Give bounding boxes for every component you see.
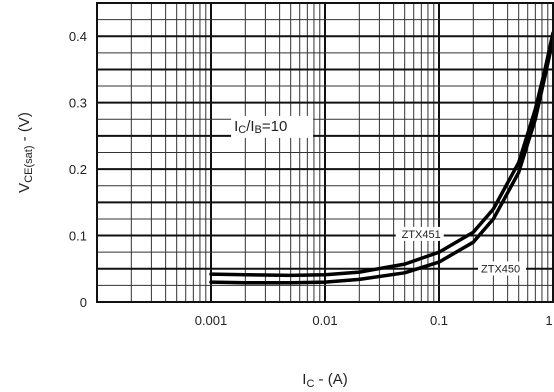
y-axis-label-unit: - (V) — [16, 112, 33, 145]
y-tick-label: 0.2 — [69, 162, 87, 177]
y-tick-label: 0.3 — [69, 96, 87, 111]
x-tick-label: 0.1 — [430, 313, 448, 328]
series-label-background — [478, 261, 527, 276]
y-tick-labels: 0 0.1 0.2 0.3 0.4 — [69, 29, 87, 310]
series-label-ztx450: ZTX450 — [481, 263, 520, 275]
x-tick-label: 1 — [545, 313, 552, 328]
series-line-ztx451 — [209, 31, 554, 278]
x-tick-labels: 0.001 0.01 0.1 1 — [195, 313, 553, 328]
series-layer — [209, 31, 554, 285]
y-tick-label: 0.4 — [69, 29, 87, 44]
plot-frame — [96, 2, 554, 303]
x-axis-label: IC - (A) — [302, 371, 347, 390]
y-tick-label: 0 — [80, 295, 87, 310]
x-axis-label-unit: - (A) — [314, 371, 347, 388]
condition-i-c: I — [234, 118, 238, 135]
y-axis-label: VCE(sat) - (V) — [16, 112, 35, 193]
x-axis-label-main: I — [302, 371, 306, 388]
condition-slash-i: /I — [246, 118, 254, 135]
series-label-ztx451: ZTX451 — [402, 229, 441, 241]
series-line-ztx450 — [209, 37, 554, 285]
condition-value: =10 — [262, 118, 287, 135]
condition-background — [231, 115, 314, 138]
condition-b-subscript: B — [255, 124, 262, 136]
grid — [97, 3, 553, 302]
y-axis-label-subscript: CE(sat) — [23, 146, 35, 183]
x-tick-label: 0.001 — [195, 313, 228, 328]
x-axis-label-subscript: C — [306, 378, 314, 390]
y-axis-label-main: V — [16, 183, 33, 193]
x-tick-label: 0.01 — [312, 313, 337, 328]
y-tick-label: 0.1 — [69, 229, 87, 244]
series-label-background — [395, 226, 444, 241]
condition-c-subscript: C — [238, 124, 246, 136]
series-labels: ZTX451 ZTX450 — [395, 226, 527, 276]
ic-ib-condition-annotation: IC/IB=10 — [234, 118, 287, 136]
